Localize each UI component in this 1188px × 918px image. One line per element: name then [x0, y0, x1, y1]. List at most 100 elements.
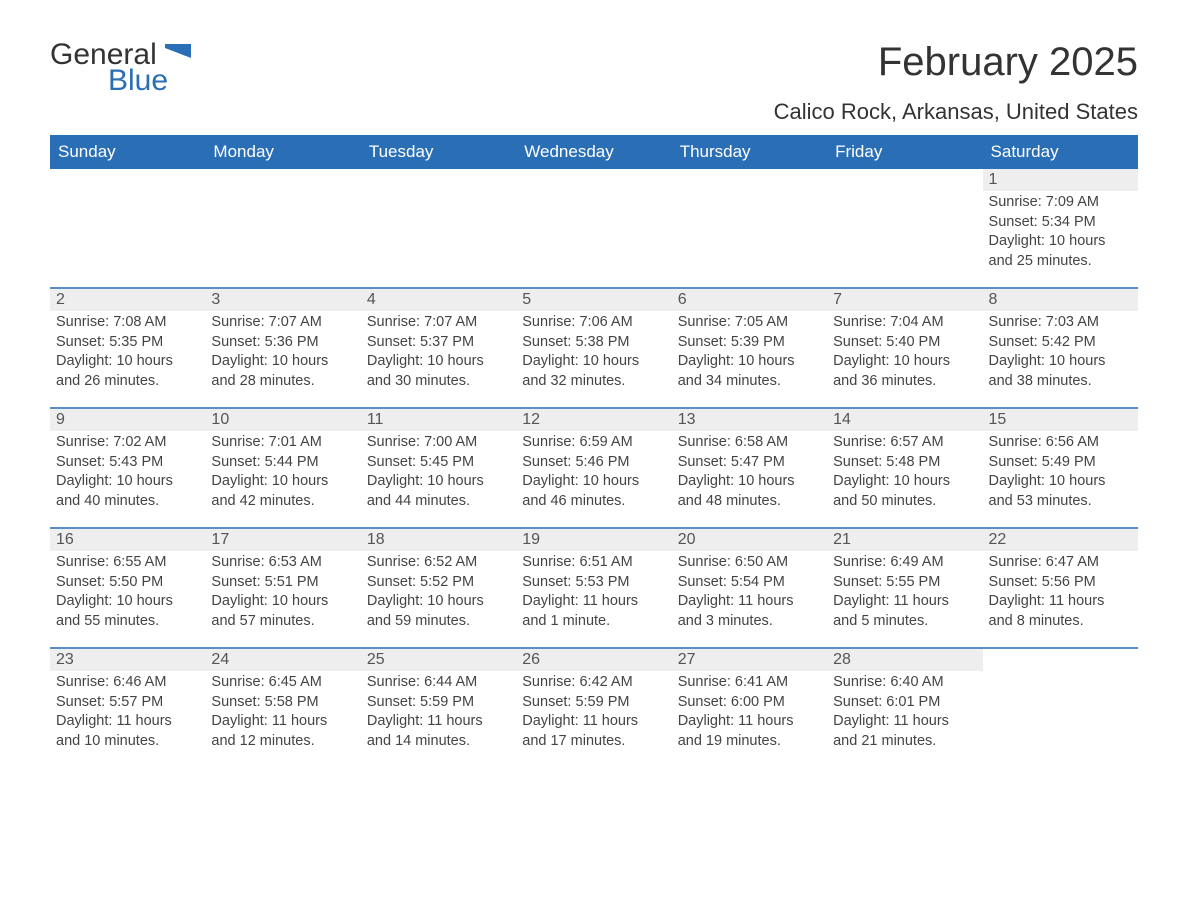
- day-cell: 24Sunrise: 6:45 AMSunset: 5:58 PMDayligh…: [205, 649, 360, 767]
- sunset-label: Sunset: 5:45 PM: [367, 453, 510, 473]
- daylight-label: Daylight: 10 hours and 42 minutes.: [211, 472, 354, 511]
- day-cell: 11Sunrise: 7:00 AMSunset: 5:45 PMDayligh…: [361, 409, 516, 527]
- day-info: Sunrise: 6:44 AMSunset: 5:59 PMDaylight:…: [361, 671, 516, 755]
- daylight-label: Daylight: 10 hours and 25 minutes.: [989, 232, 1132, 271]
- day-cell: 4Sunrise: 7:07 AMSunset: 5:37 PMDaylight…: [361, 289, 516, 407]
- day-number: 13: [672, 409, 827, 431]
- day-info: Sunrise: 7:06 AMSunset: 5:38 PMDaylight:…: [516, 311, 671, 395]
- day-number: 17: [205, 529, 360, 551]
- sunrise-label: Sunrise: 7:04 AM: [833, 313, 976, 333]
- day-number: 10: [205, 409, 360, 431]
- daylight-label: Daylight: 11 hours and 21 minutes.: [833, 712, 976, 751]
- sunrise-label: Sunrise: 6:59 AM: [522, 433, 665, 453]
- calendar: Sunday Monday Tuesday Wednesday Thursday…: [50, 135, 1138, 767]
- day-cell: [361, 169, 516, 287]
- day-info: Sunrise: 6:58 AMSunset: 5:47 PMDaylight:…: [672, 431, 827, 515]
- weekday-header: Monday: [205, 135, 360, 169]
- sunrise-label: Sunrise: 6:49 AM: [833, 553, 976, 573]
- week-row: 1Sunrise: 7:09 AMSunset: 5:34 PMDaylight…: [50, 169, 1138, 287]
- weekday-header: Sunday: [50, 135, 205, 169]
- day-info: Sunrise: 6:57 AMSunset: 5:48 PMDaylight:…: [827, 431, 982, 515]
- day-number: 26: [516, 649, 671, 671]
- sunrise-label: Sunrise: 6:47 AM: [989, 553, 1132, 573]
- sunset-label: Sunset: 5:57 PM: [56, 693, 199, 713]
- sunset-label: Sunset: 5:39 PM: [678, 333, 821, 353]
- daylight-label: Daylight: 11 hours and 3 minutes.: [678, 592, 821, 631]
- day-info: Sunrise: 7:05 AMSunset: 5:39 PMDaylight:…: [672, 311, 827, 395]
- day-info: Sunrise: 6:40 AMSunset: 6:01 PMDaylight:…: [827, 671, 982, 755]
- sunset-label: Sunset: 5:56 PM: [989, 573, 1132, 593]
- sunset-label: Sunset: 5:42 PM: [989, 333, 1132, 353]
- day-cell: 7Sunrise: 7:04 AMSunset: 5:40 PMDaylight…: [827, 289, 982, 407]
- sunset-label: Sunset: 5:53 PM: [522, 573, 665, 593]
- daylight-label: Daylight: 10 hours and 30 minutes.: [367, 352, 510, 391]
- weekday-header: Wednesday: [516, 135, 671, 169]
- weeks-container: 1Sunrise: 7:09 AMSunset: 5:34 PMDaylight…: [50, 169, 1138, 767]
- sunrise-label: Sunrise: 6:44 AM: [367, 673, 510, 693]
- sunrise-label: Sunrise: 6:56 AM: [989, 433, 1132, 453]
- day-info: Sunrise: 6:56 AMSunset: 5:49 PMDaylight:…: [983, 431, 1138, 515]
- sunrise-label: Sunrise: 7:00 AM: [367, 433, 510, 453]
- daylight-label: Daylight: 10 hours and 44 minutes.: [367, 472, 510, 511]
- day-info: Sunrise: 7:09 AMSunset: 5:34 PMDaylight:…: [983, 191, 1138, 275]
- daylight-label: Daylight: 11 hours and 10 minutes.: [56, 712, 199, 751]
- day-info: Sunrise: 6:55 AMSunset: 5:50 PMDaylight:…: [50, 551, 205, 635]
- sunrise-label: Sunrise: 6:50 AM: [678, 553, 821, 573]
- weekday-header: Thursday: [672, 135, 827, 169]
- day-cell: 8Sunrise: 7:03 AMSunset: 5:42 PMDaylight…: [983, 289, 1138, 407]
- daylight-label: Daylight: 10 hours and 48 minutes.: [678, 472, 821, 511]
- month-title: February 2025: [774, 40, 1138, 85]
- day-cell: 26Sunrise: 6:42 AMSunset: 5:59 PMDayligh…: [516, 649, 671, 767]
- sunrise-label: Sunrise: 7:07 AM: [367, 313, 510, 333]
- daylight-label: Daylight: 10 hours and 34 minutes.: [678, 352, 821, 391]
- day-info: Sunrise: 6:59 AMSunset: 5:46 PMDaylight:…: [516, 431, 671, 515]
- day-cell: 18Sunrise: 6:52 AMSunset: 5:52 PMDayligh…: [361, 529, 516, 647]
- day-number: 8: [983, 289, 1138, 311]
- daylight-label: Daylight: 10 hours and 59 minutes.: [367, 592, 510, 631]
- sunset-label: Sunset: 5:47 PM: [678, 453, 821, 473]
- day-info: Sunrise: 7:08 AMSunset: 5:35 PMDaylight:…: [50, 311, 205, 395]
- day-info: Sunrise: 6:53 AMSunset: 5:51 PMDaylight:…: [205, 551, 360, 635]
- day-info: Sunrise: 7:07 AMSunset: 5:36 PMDaylight:…: [205, 311, 360, 395]
- sunset-label: Sunset: 5:48 PM: [833, 453, 976, 473]
- sunrise-label: Sunrise: 6:58 AM: [678, 433, 821, 453]
- day-number: 3: [205, 289, 360, 311]
- day-number: 7: [827, 289, 982, 311]
- day-number: 20: [672, 529, 827, 551]
- weekday-header: Tuesday: [361, 135, 516, 169]
- day-info: Sunrise: 7:02 AMSunset: 5:43 PMDaylight:…: [50, 431, 205, 515]
- day-cell: 23Sunrise: 6:46 AMSunset: 5:57 PMDayligh…: [50, 649, 205, 767]
- day-info: Sunrise: 7:01 AMSunset: 5:44 PMDaylight:…: [205, 431, 360, 515]
- day-number: 16: [50, 529, 205, 551]
- weekday-header-row: Sunday Monday Tuesday Wednesday Thursday…: [50, 135, 1138, 169]
- daylight-label: Daylight: 11 hours and 12 minutes.: [211, 712, 354, 751]
- daylight-label: Daylight: 10 hours and 40 minutes.: [56, 472, 199, 511]
- day-cell: [672, 169, 827, 287]
- sunset-label: Sunset: 5:58 PM: [211, 693, 354, 713]
- day-cell: 27Sunrise: 6:41 AMSunset: 6:00 PMDayligh…: [672, 649, 827, 767]
- week-row: 16Sunrise: 6:55 AMSunset: 5:50 PMDayligh…: [50, 527, 1138, 647]
- day-number: 24: [205, 649, 360, 671]
- day-info: Sunrise: 6:41 AMSunset: 6:00 PMDaylight:…: [672, 671, 827, 755]
- day-cell: 5Sunrise: 7:06 AMSunset: 5:38 PMDaylight…: [516, 289, 671, 407]
- week-row: 23Sunrise: 6:46 AMSunset: 5:57 PMDayligh…: [50, 647, 1138, 767]
- day-cell: [205, 169, 360, 287]
- sunrise-label: Sunrise: 6:57 AM: [833, 433, 976, 453]
- daylight-label: Daylight: 11 hours and 8 minutes.: [989, 592, 1132, 631]
- day-number: 2: [50, 289, 205, 311]
- daylight-label: Daylight: 11 hours and 17 minutes.: [522, 712, 665, 751]
- sunrise-label: Sunrise: 7:07 AM: [211, 313, 354, 333]
- day-cell: 13Sunrise: 6:58 AMSunset: 5:47 PMDayligh…: [672, 409, 827, 527]
- page-header: General Blue February 2025 Calico Rock, …: [50, 40, 1138, 125]
- sunset-label: Sunset: 5:37 PM: [367, 333, 510, 353]
- daylight-label: Daylight: 10 hours and 32 minutes.: [522, 352, 665, 391]
- day-cell: 28Sunrise: 6:40 AMSunset: 6:01 PMDayligh…: [827, 649, 982, 767]
- daylight-label: Daylight: 10 hours and 46 minutes.: [522, 472, 665, 511]
- day-cell: 14Sunrise: 6:57 AMSunset: 5:48 PMDayligh…: [827, 409, 982, 527]
- sunrise-label: Sunrise: 6:40 AM: [833, 673, 976, 693]
- day-cell: [516, 169, 671, 287]
- daylight-label: Daylight: 10 hours and 50 minutes.: [833, 472, 976, 511]
- sunset-label: Sunset: 6:01 PM: [833, 693, 976, 713]
- day-number: 4: [361, 289, 516, 311]
- sunrise-label: Sunrise: 6:53 AM: [211, 553, 354, 573]
